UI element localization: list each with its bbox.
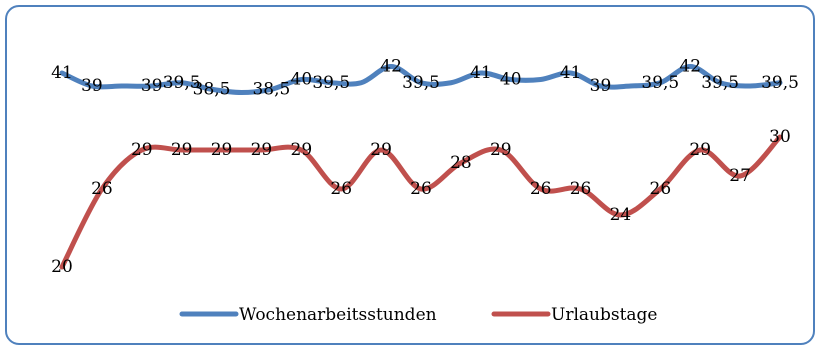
data-label-wochenarbeitsstunden: 38,5 <box>252 79 290 99</box>
data-label-urlaubstage: 24 <box>610 205 632 225</box>
data-label-wochenarbeitsstunden: 38,5 <box>193 79 231 99</box>
data-label-wochenarbeitsstunden: 41 <box>51 63 73 83</box>
data-label-urlaubstage: 29 <box>490 140 512 160</box>
data-label-urlaubstage: 26 <box>650 179 672 199</box>
data-label-urlaubstage: 26 <box>91 179 113 199</box>
data-label-wochenarbeitsstunden: 39,5 <box>701 73 739 93</box>
data-label-urlaubstage: 26 <box>530 179 552 199</box>
data-label-wochenarbeitsstunden: 39,5 <box>163 73 201 93</box>
data-label-urlaubstage: 26 <box>410 179 432 199</box>
data-label-wochenarbeitsstunden: 39 <box>141 76 163 96</box>
data-label-wochenarbeitsstunden: 39,5 <box>312 73 350 93</box>
legend: Wochenarbeitsstunden Urlaubstage <box>179 305 658 325</box>
data-label-wochenarbeitsstunden: 42 <box>380 57 402 77</box>
data-label-urlaubstage: 20 <box>51 257 73 277</box>
data-label-wochenarbeitsstunden: 41 <box>560 63 582 83</box>
data-label-urlaubstage: 30 <box>769 127 791 147</box>
data-label-wochenarbeitsstunden: 41 <box>470 63 492 83</box>
data-label-urlaubstage: 28 <box>450 153 472 173</box>
data-label-urlaubstage: 29 <box>370 140 392 160</box>
series-line-wochenarbeitsstunden <box>59 64 783 95</box>
legend-label-wochenarbeitsstunden: Wochenarbeitsstunden <box>239 305 437 325</box>
data-label-urlaubstage: 26 <box>570 179 592 199</box>
data-label-wochenarbeitsstunden: 39,5 <box>761 73 799 93</box>
data-label-urlaubstage: 29 <box>211 140 233 160</box>
data-label-wochenarbeitsstunden: 39 <box>590 76 612 96</box>
data-label-wochenarbeitsstunden: 39 <box>81 76 103 96</box>
data-label-urlaubstage: 29 <box>291 140 313 160</box>
data-label-urlaubstage: 29 <box>171 140 193 160</box>
data-label-urlaubstage: 29 <box>689 140 711 160</box>
data-label-wochenarbeitsstunden: 40 <box>500 70 522 90</box>
data-label-wochenarbeitsstunden: 39,5 <box>641 73 679 93</box>
series-lines <box>59 64 783 270</box>
data-label-wochenarbeitsstunden: 42 <box>679 57 701 77</box>
data-label-wochenarbeitsstunden: 40 <box>291 70 313 90</box>
chart-frame <box>5 5 815 345</box>
data-label-urlaubstage: 27 <box>729 166 751 186</box>
series-line-urlaubstage <box>59 134 783 270</box>
data-label-urlaubstage: 26 <box>330 179 352 199</box>
data-label-urlaubstage: 29 <box>131 140 153 160</box>
legend-label-urlaubstage: Urlaubstage <box>551 305 658 325</box>
data-label-urlaubstage: 29 <box>251 140 273 160</box>
data-label-wochenarbeitsstunden: 39,5 <box>402 73 440 93</box>
